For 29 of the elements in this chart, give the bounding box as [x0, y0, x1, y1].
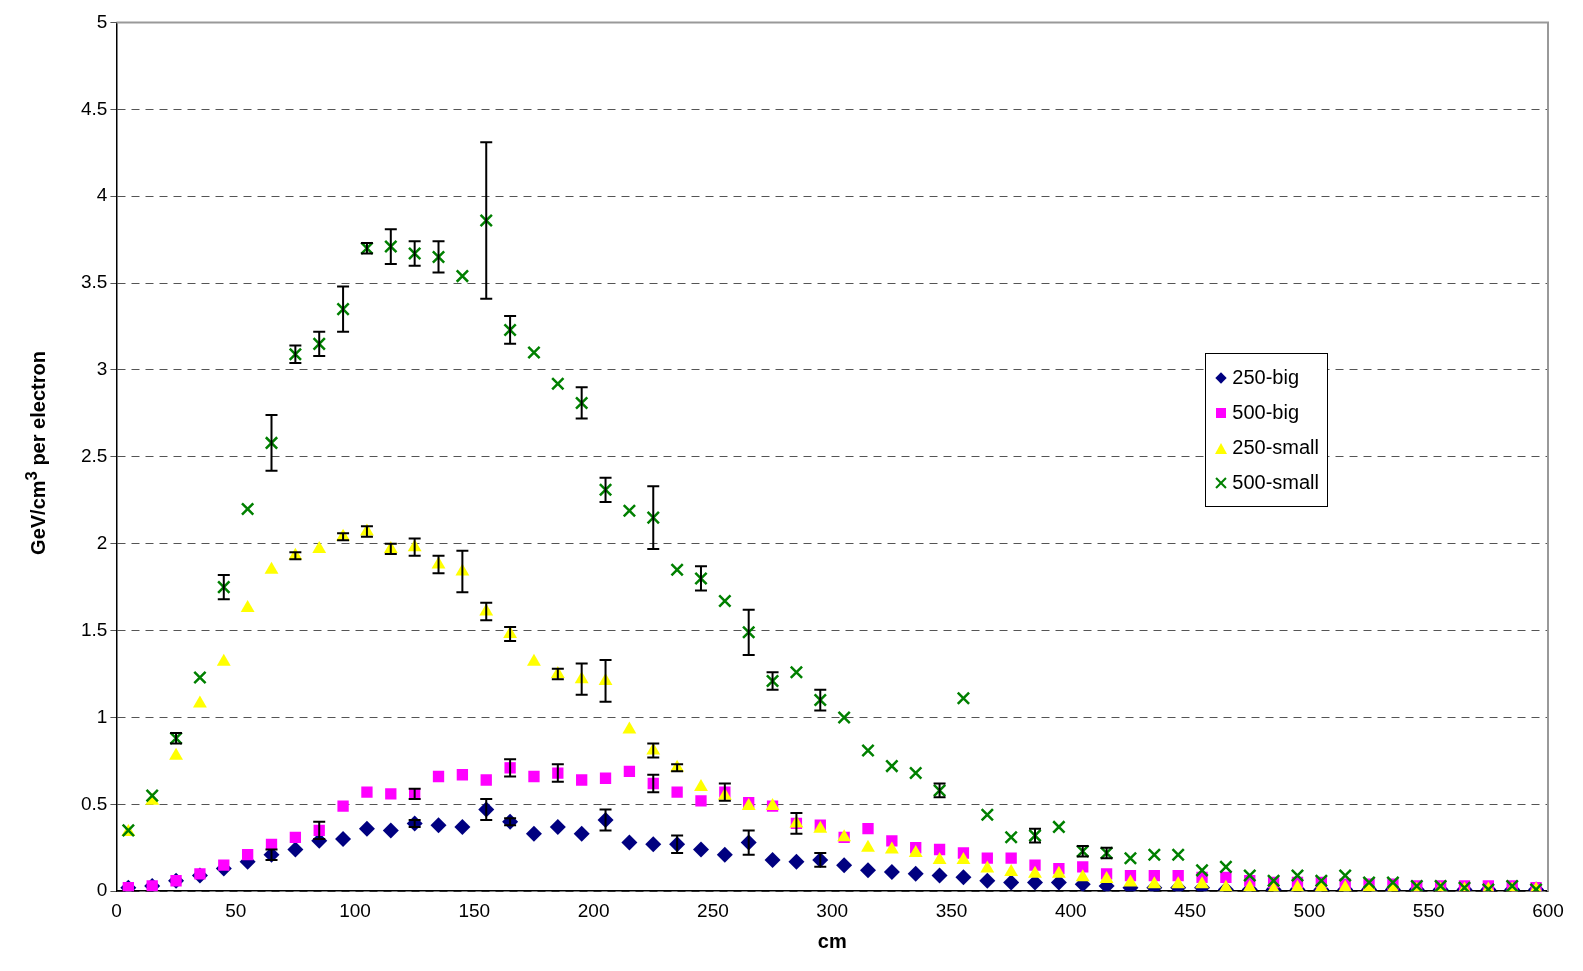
- y-tick-label: 2: [96, 531, 108, 553]
- x-tick-label: 400: [1054, 899, 1087, 921]
- legend-label: 250-big: [1232, 365, 1300, 390]
- y-tick-label: 2.5: [80, 445, 108, 467]
- legend-label: 250-small: [1232, 435, 1319, 460]
- x-tick-label: 150: [458, 899, 491, 921]
- legend-label: 500-big: [1232, 400, 1300, 425]
- x-tick-label: 50: [225, 899, 247, 921]
- y-tick-label: 4: [96, 184, 108, 206]
- x-tick-label: 250: [697, 899, 729, 921]
- x-axis-title: cm: [817, 929, 847, 952]
- x-tick-label: 550: [1412, 899, 1445, 921]
- y-tick-label: 3: [96, 358, 108, 380]
- y-tick-label: 1.5: [80, 618, 108, 640]
- x-tick-label: 500: [1293, 899, 1326, 921]
- y-tick-label: 1: [96, 705, 108, 727]
- x-tick-label: 100: [339, 899, 371, 921]
- x-tick-label: 350: [935, 899, 968, 921]
- y-tick-label: 5: [96, 10, 108, 32]
- y-tick-label: 0.5: [80, 792, 108, 814]
- x-tick-label: 200: [577, 899, 610, 921]
- x-tick-label: 450: [1174, 899, 1206, 921]
- y-tick-label: 3.5: [80, 271, 108, 293]
- legend-label: 500-small: [1232, 470, 1319, 495]
- x-tick-label: 600: [1532, 899, 1564, 921]
- y-tick-label: 4.5: [80, 97, 108, 119]
- x-tick-label: 0: [111, 899, 122, 921]
- x-tick-label: 300: [816, 899, 849, 921]
- y-tick-label: 0: [96, 879, 108, 901]
